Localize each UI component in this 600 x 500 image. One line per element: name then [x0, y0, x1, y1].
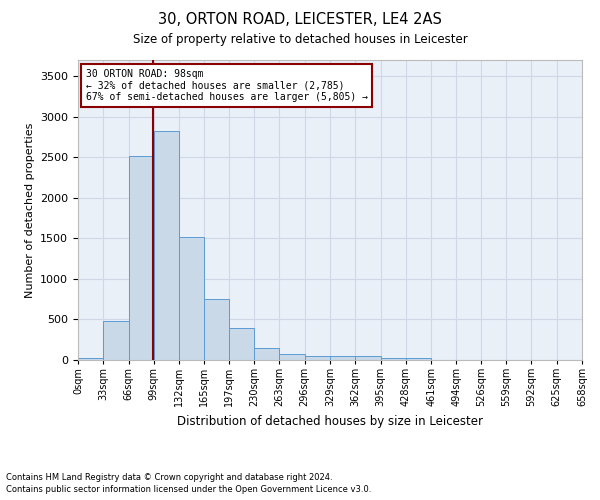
Text: 30 ORTON ROAD: 98sqm
← 32% of detached houses are smaller (2,785)
67% of semi-de: 30 ORTON ROAD: 98sqm ← 32% of detached h…	[86, 69, 368, 102]
Bar	[179, 237, 205, 360]
Bar	[406, 358, 431, 360]
Bar	[254, 348, 280, 360]
Bar	[229, 328, 254, 360]
Bar	[330, 356, 355, 360]
Bar	[128, 156, 154, 360]
Text: 30, ORTON ROAD, LEICESTER, LE4 2AS: 30, ORTON ROAD, LEICESTER, LE4 2AS	[158, 12, 442, 28]
Text: Contains HM Land Registry data © Crown copyright and database right 2024.: Contains HM Land Registry data © Crown c…	[6, 472, 332, 482]
Text: Size of property relative to detached houses in Leicester: Size of property relative to detached ho…	[133, 32, 467, 46]
Bar	[380, 358, 406, 360]
Bar	[280, 354, 305, 360]
Bar	[305, 356, 330, 360]
Text: Contains public sector information licensed under the Open Government Licence v3: Contains public sector information licen…	[6, 485, 371, 494]
X-axis label: Distribution of detached houses by size in Leicester: Distribution of detached houses by size …	[177, 414, 483, 428]
Bar	[103, 321, 128, 360]
Bar	[355, 356, 380, 360]
Y-axis label: Number of detached properties: Number of detached properties	[25, 122, 35, 298]
Bar	[205, 299, 229, 360]
Bar	[78, 358, 103, 360]
Bar	[154, 132, 179, 360]
